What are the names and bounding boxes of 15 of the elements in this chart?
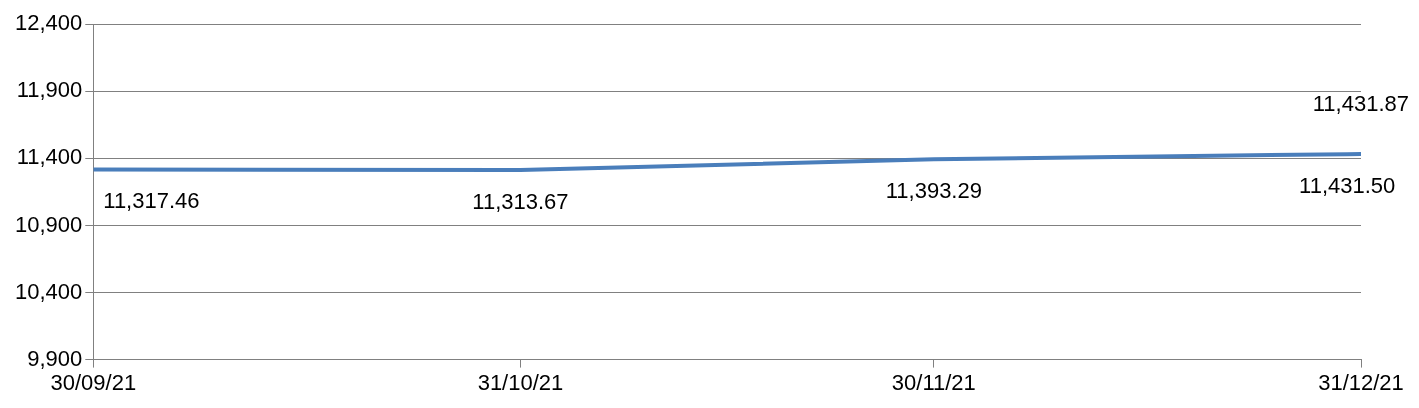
- y-tick-label: 9,900: [27, 345, 83, 371]
- x-tick-label: 30/11/21: [891, 369, 976, 395]
- y-tick-label: 12,400: [14, 10, 83, 36]
- data-label: 11,431.50: [1299, 173, 1396, 199]
- y-tick-label: 11,900: [16, 77, 83, 103]
- data-label: 11,313.67: [472, 189, 569, 214]
- x-tick-label: 31/12/21: [1318, 369, 1404, 395]
- y-tick-label: 10,400: [14, 278, 83, 304]
- x-tick-label: 30/09/21: [50, 369, 137, 395]
- data-label: 11,431.87: [1312, 91, 1410, 117]
- data-label: 11,393.29: [885, 178, 982, 204]
- x-tick-label: 31/10/21: [477, 369, 564, 395]
- y-tick-label: 10,900: [14, 211, 83, 237]
- y-tick-label: 11,400: [16, 144, 83, 170]
- data-label: 11,317.46: [103, 188, 200, 214]
